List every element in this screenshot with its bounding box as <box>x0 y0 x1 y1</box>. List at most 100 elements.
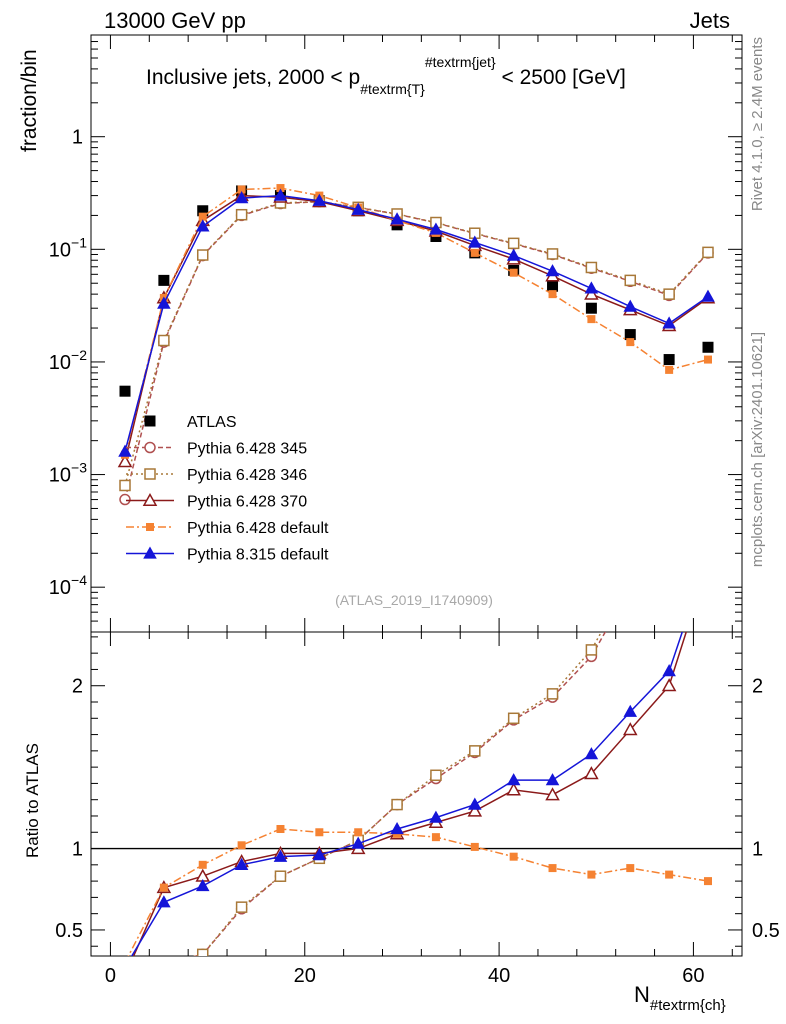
ratio-point-p370 <box>661 678 677 692</box>
ratio-point-p8def <box>390 821 404 835</box>
ratio-point-p346 <box>391 798 403 811</box>
ratio-point-p370 <box>506 782 521 796</box>
main-point-p6def <box>509 268 518 277</box>
main-y-tick-label: 10−3 <box>49 460 87 487</box>
legend-marker-p8def <box>143 546 157 559</box>
ratio-point-p6def <box>626 864 635 873</box>
legend-marker-atlas <box>144 415 156 427</box>
ratio-point-p8def <box>702 550 713 560</box>
ratio-point-p346 <box>430 769 442 782</box>
ratio-point-p345 <box>664 518 674 528</box>
ratio-point-p8def <box>506 773 521 786</box>
main-point-p6def <box>703 355 712 364</box>
main-point-p8def <box>157 296 171 309</box>
mcplots-label: mcplots.cern.ch [arXiv:2401.10621] <box>749 332 766 567</box>
ratio-y-tick-label: 0.5 <box>55 920 83 942</box>
ratio-point-p346 <box>469 745 481 757</box>
legend-label-p346: Pythia 6.428 346 <box>187 467 307 484</box>
category-label: Jets <box>690 8 730 33</box>
main-line-p8def <box>124 194 709 452</box>
main-point-atlas <box>158 274 170 286</box>
ratio-y-label: Ratio to ATLAS <box>23 743 42 858</box>
main-point-p8def <box>662 316 676 329</box>
main-point-p8def <box>701 289 715 302</box>
main-point-p8def <box>234 191 249 204</box>
main-point-p6def <box>198 212 207 221</box>
main-point-p8def <box>468 235 482 248</box>
ratio-point-p370 <box>622 722 638 736</box>
x-axis-label: N#textrm{ch} <box>634 982 726 1014</box>
rivet-label: Rivet 4.1.0, ≥ 2.4M events <box>749 37 766 211</box>
ratio-point-p370 <box>119 970 131 981</box>
ratio-point-p6def <box>276 825 285 834</box>
main-point-p8def <box>273 188 288 201</box>
analysis-id: (ATLAS_2019_I1740909) <box>335 592 493 608</box>
ratio-point-p8def <box>234 857 249 870</box>
ratio-point-p8def <box>429 810 443 823</box>
main-point-p346 <box>119 479 131 492</box>
energy-label: 13000 GeV pp <box>104 8 246 33</box>
main-point-atlas <box>663 354 675 366</box>
main-point-atlas <box>197 205 209 217</box>
ratio-axes: 0 20 40 60 0.5 0.5 1 1 2 2 <box>55 632 780 987</box>
ratio-panel-frame <box>90 631 743 957</box>
ratio-y-tick-label-right: 2 <box>752 676 763 698</box>
main-point-p6def <box>548 290 557 299</box>
legend-label-p8def: Pythia 8.315 default <box>187 547 329 564</box>
main-point-p6def <box>470 248 479 257</box>
main-y-tick-label: 10−2 <box>49 347 87 374</box>
main-point-p6def <box>665 365 674 374</box>
ratio-point-p6def <box>470 842 479 851</box>
main-point-p8def <box>545 264 560 277</box>
ratio-y-tick-label-right: 1 <box>752 839 763 861</box>
ratio-point-p370 <box>545 787 560 801</box>
ratio-point-p6def <box>315 828 324 837</box>
ratio-y-tick-label: 1 <box>72 839 83 861</box>
main-point-p8def <box>351 202 365 215</box>
ratio-point-p6def <box>237 841 246 850</box>
ratio-point-p346 <box>507 712 520 725</box>
main-point-p6def <box>276 184 285 193</box>
main-point-p346 <box>235 208 248 221</box>
main-point-p345 <box>119 493 131 506</box>
main-y-label: fraction/bin <box>18 49 41 152</box>
ratio-point-p6def <box>665 870 674 879</box>
ratio-point-p346 <box>235 901 248 913</box>
ratio-point-p6def <box>159 883 168 892</box>
ratio-point-p8def <box>468 797 482 810</box>
ratio-point-p8def <box>195 878 210 892</box>
main-point-atlas <box>702 341 714 353</box>
main-point-p370 <box>584 286 599 300</box>
ratio-point-p8def <box>120 962 131 972</box>
main-y-tick-label: 1 <box>72 127 83 149</box>
main-point-p346 <box>585 261 598 274</box>
ratio-point-p346 <box>274 870 287 882</box>
main-line-p6def <box>124 187 709 455</box>
ratio-point-p8def <box>157 895 171 908</box>
main-point-p6def <box>626 338 635 347</box>
legend-label-atlas: ATLAS <box>187 414 237 431</box>
main-y-tick-label: 10−1 <box>49 234 87 261</box>
legend-label-p345: Pythia 6.428 345 <box>187 441 307 458</box>
legend-marker-p6def <box>146 523 154 531</box>
ratio-point-p346 <box>546 688 559 700</box>
main-point-p8def <box>118 444 132 457</box>
ratio-point-p370 <box>467 803 483 817</box>
ratio-y-tick-label: 2 <box>72 676 83 698</box>
main-point-p346 <box>624 274 637 287</box>
main-point-atlas <box>585 302 597 314</box>
ratio-point-p8def <box>351 836 365 849</box>
ratio-point-p346 <box>196 948 209 956</box>
main-panel-frame <box>90 34 743 633</box>
main-point-p346 <box>702 246 714 259</box>
main-point-p8def <box>429 222 443 235</box>
main-point-atlas <box>119 385 131 397</box>
ratio-series <box>119 518 713 981</box>
main-point-p346 <box>507 237 520 250</box>
ratio-point-p345 <box>159 959 169 969</box>
legend-marker-p346 <box>144 468 156 480</box>
ratio-point-p8def <box>584 747 599 760</box>
main-point-p8def <box>506 248 521 261</box>
main-point-p8def <box>312 193 327 206</box>
main-point-atlas <box>547 280 559 292</box>
